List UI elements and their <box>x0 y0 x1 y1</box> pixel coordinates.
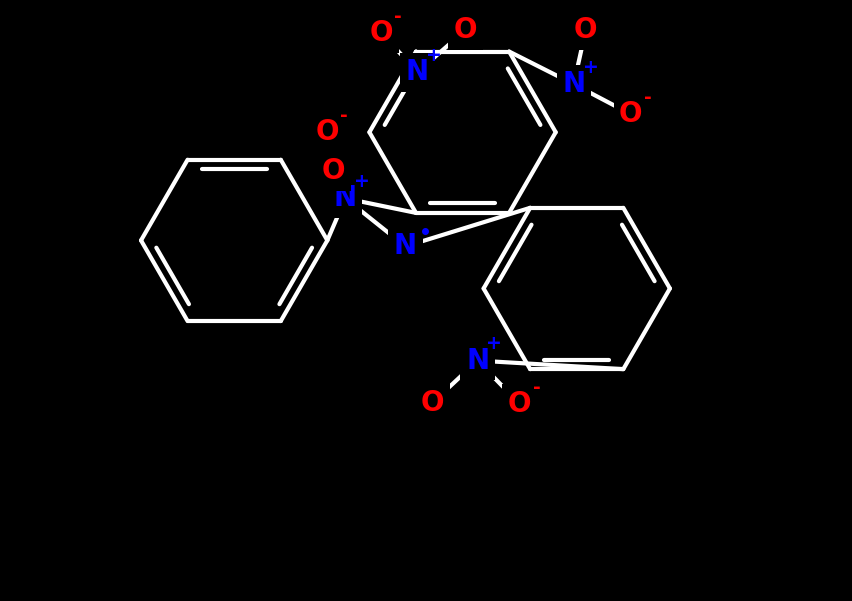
Text: O: O <box>507 390 531 418</box>
Text: O: O <box>321 157 345 185</box>
Text: N: N <box>561 70 584 98</box>
Text: -: - <box>532 377 539 397</box>
Text: -: - <box>340 106 348 125</box>
Text: -: - <box>394 7 401 26</box>
Text: O: O <box>619 100 642 128</box>
Text: O: O <box>369 19 393 47</box>
Text: N: N <box>406 58 429 86</box>
Text: O: O <box>315 118 339 146</box>
Text: -: - <box>643 88 651 107</box>
Text: O: O <box>420 389 444 416</box>
Text: +: + <box>486 334 502 353</box>
Text: O: O <box>453 16 477 44</box>
Text: N: N <box>333 185 356 212</box>
Text: +: + <box>354 172 370 191</box>
Text: O: O <box>573 16 596 44</box>
Text: N: N <box>465 347 488 374</box>
Text: N: N <box>394 233 417 260</box>
Text: +: + <box>426 46 441 65</box>
Text: +: + <box>582 58 598 77</box>
